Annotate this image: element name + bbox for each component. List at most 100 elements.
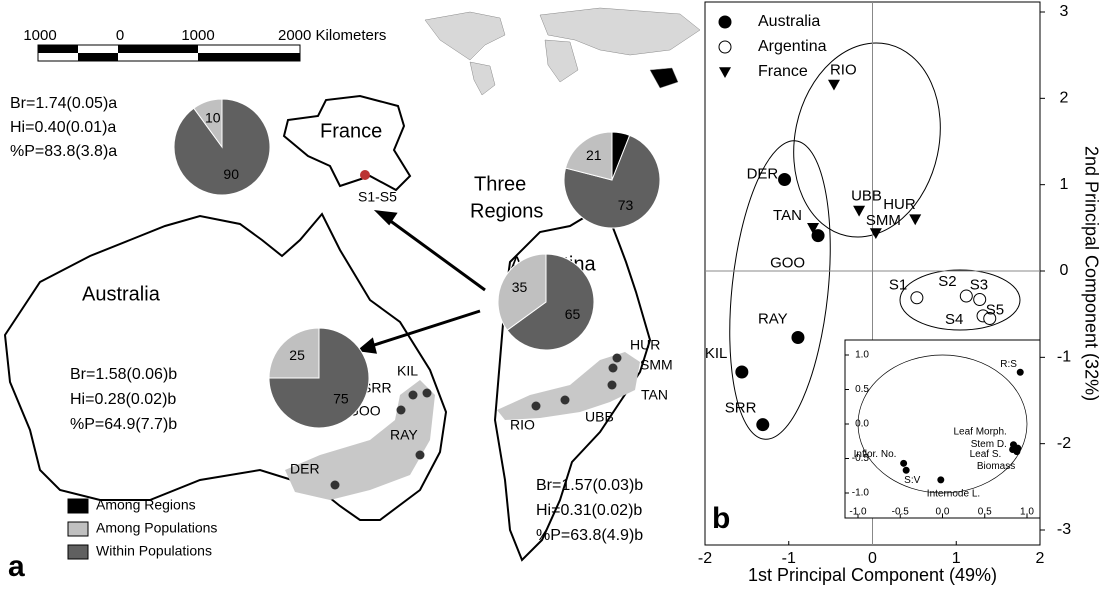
stat: Hi=0.31(0.02)b xyxy=(536,502,642,519)
point-label: Inflor. No. xyxy=(854,449,897,460)
point xyxy=(900,459,908,467)
x-tick-label: -1.0 xyxy=(849,507,867,518)
scale-label: 0 xyxy=(116,27,124,44)
point xyxy=(853,205,866,217)
stat: Hi=0.28(0.02)b xyxy=(70,391,176,408)
point-label: SMM xyxy=(866,212,901,229)
point-label: HUR xyxy=(883,196,916,213)
point xyxy=(735,365,749,379)
site-label: RIO xyxy=(510,417,535,433)
x-tick-label: 0.0 xyxy=(936,507,950,518)
site-label: KIL xyxy=(397,363,418,379)
pie-value-label: 25 xyxy=(289,347,305,363)
point-label: Biomass xyxy=(977,461,1015,472)
region-label: France xyxy=(320,120,382,142)
x-tick-label: 0.5 xyxy=(978,507,992,518)
pie-value-label: 75 xyxy=(333,391,349,407)
point xyxy=(983,311,997,325)
point-label: S1 xyxy=(889,277,907,294)
scale-label: 1000 xyxy=(23,27,56,44)
site-label: UBB xyxy=(585,409,614,425)
y-tick-label: 0.5 xyxy=(855,384,869,395)
point xyxy=(791,330,805,344)
point-label: UBB xyxy=(851,188,882,205)
stat: Br=1.58(0.06)b xyxy=(70,366,177,383)
point xyxy=(902,466,910,474)
x-tick-label: -2 xyxy=(698,550,712,567)
point xyxy=(1013,448,1021,456)
point-label: Leaf S. xyxy=(970,449,1002,460)
scale-label: 2000 Kilometers xyxy=(278,27,386,44)
point-label: SRR xyxy=(725,400,757,417)
legend-swatch xyxy=(67,498,89,514)
legend-label: Argentina xyxy=(758,38,827,55)
y-tick-label: 0 xyxy=(1060,262,1069,279)
y-tick-label: -1 xyxy=(1057,349,1071,366)
pie-value-label: 21 xyxy=(586,147,602,163)
stat: %P=64.9(7.7)b xyxy=(70,416,177,433)
legend-label: Within Populations xyxy=(96,543,212,559)
point-label: Stem D. xyxy=(971,439,1007,450)
site-label: TAN xyxy=(641,387,668,403)
legend-swatch xyxy=(67,521,89,537)
pie-slice xyxy=(497,253,547,331)
stat: %P=63.8(4.9)b xyxy=(536,527,643,544)
y-tick-label: 1 xyxy=(1060,176,1069,193)
point xyxy=(718,15,732,29)
point xyxy=(756,418,770,432)
point-label: TAN xyxy=(773,207,802,224)
pie-slice xyxy=(268,327,370,429)
pie-value-label: 6 xyxy=(614,141,622,157)
point xyxy=(811,229,825,243)
pie-value-label: 90 xyxy=(223,166,239,182)
point xyxy=(807,223,820,234)
point xyxy=(910,291,924,305)
site-label: SRR xyxy=(362,380,392,396)
point-label: S3 xyxy=(970,276,988,293)
point-label: S:V xyxy=(904,475,920,486)
point-label: DER xyxy=(747,165,779,182)
point xyxy=(778,172,792,186)
point-label: Internode L. xyxy=(927,489,980,500)
panel-label: b xyxy=(712,502,730,535)
pie-slice xyxy=(506,253,595,351)
panel-label: a xyxy=(8,550,25,583)
stat: %P=83.8(3.8)a xyxy=(10,143,117,160)
site-dots xyxy=(330,170,622,490)
y-tick-label: -2 xyxy=(1057,435,1071,452)
x-tick-label: 0 xyxy=(868,550,877,567)
legend-label: Among Populations xyxy=(96,520,217,536)
x-tick-label: -1 xyxy=(782,550,796,567)
x-tick-label: -0.5 xyxy=(892,507,910,518)
legend-swatch xyxy=(67,544,89,560)
pie-value-label: 10 xyxy=(205,109,221,125)
y-tick-label: -3 xyxy=(1057,521,1071,538)
y-tick-label: 3 xyxy=(1060,3,1069,20)
stat: Br=1.74(0.05)a xyxy=(10,95,117,112)
y-axis-label: 2nd Principal Component (32%) xyxy=(1081,146,1101,401)
pie-slice xyxy=(268,327,320,379)
y-tick-label: 2 xyxy=(1060,90,1069,107)
pie-slice xyxy=(193,98,223,149)
x-axis-label: 1st Principal Component (49%) xyxy=(748,565,997,585)
x-tick-label: 1 xyxy=(952,550,961,567)
pie-value-label: 65 xyxy=(565,306,581,322)
y-tick-label: 1.0 xyxy=(855,350,869,361)
unit-circle xyxy=(857,354,1028,494)
legend-label: France xyxy=(758,63,808,80)
arrows xyxy=(356,210,486,354)
y-tick-label: -1.0 xyxy=(852,488,870,499)
region-label: Three xyxy=(474,173,526,195)
point-label: S4 xyxy=(945,311,963,328)
pie-slice xyxy=(563,134,661,229)
stat: Hi=0.40(0.01)a xyxy=(10,119,116,136)
point-label: S5 xyxy=(986,301,1004,318)
scale-label: 1000 xyxy=(181,27,214,44)
stat: Br=1.57(0.03)b xyxy=(536,477,643,494)
point xyxy=(909,214,922,226)
site-label: HUR xyxy=(630,337,660,353)
point-label: KIL xyxy=(705,345,728,362)
legend-label: Australia xyxy=(758,13,820,30)
point xyxy=(719,67,731,78)
